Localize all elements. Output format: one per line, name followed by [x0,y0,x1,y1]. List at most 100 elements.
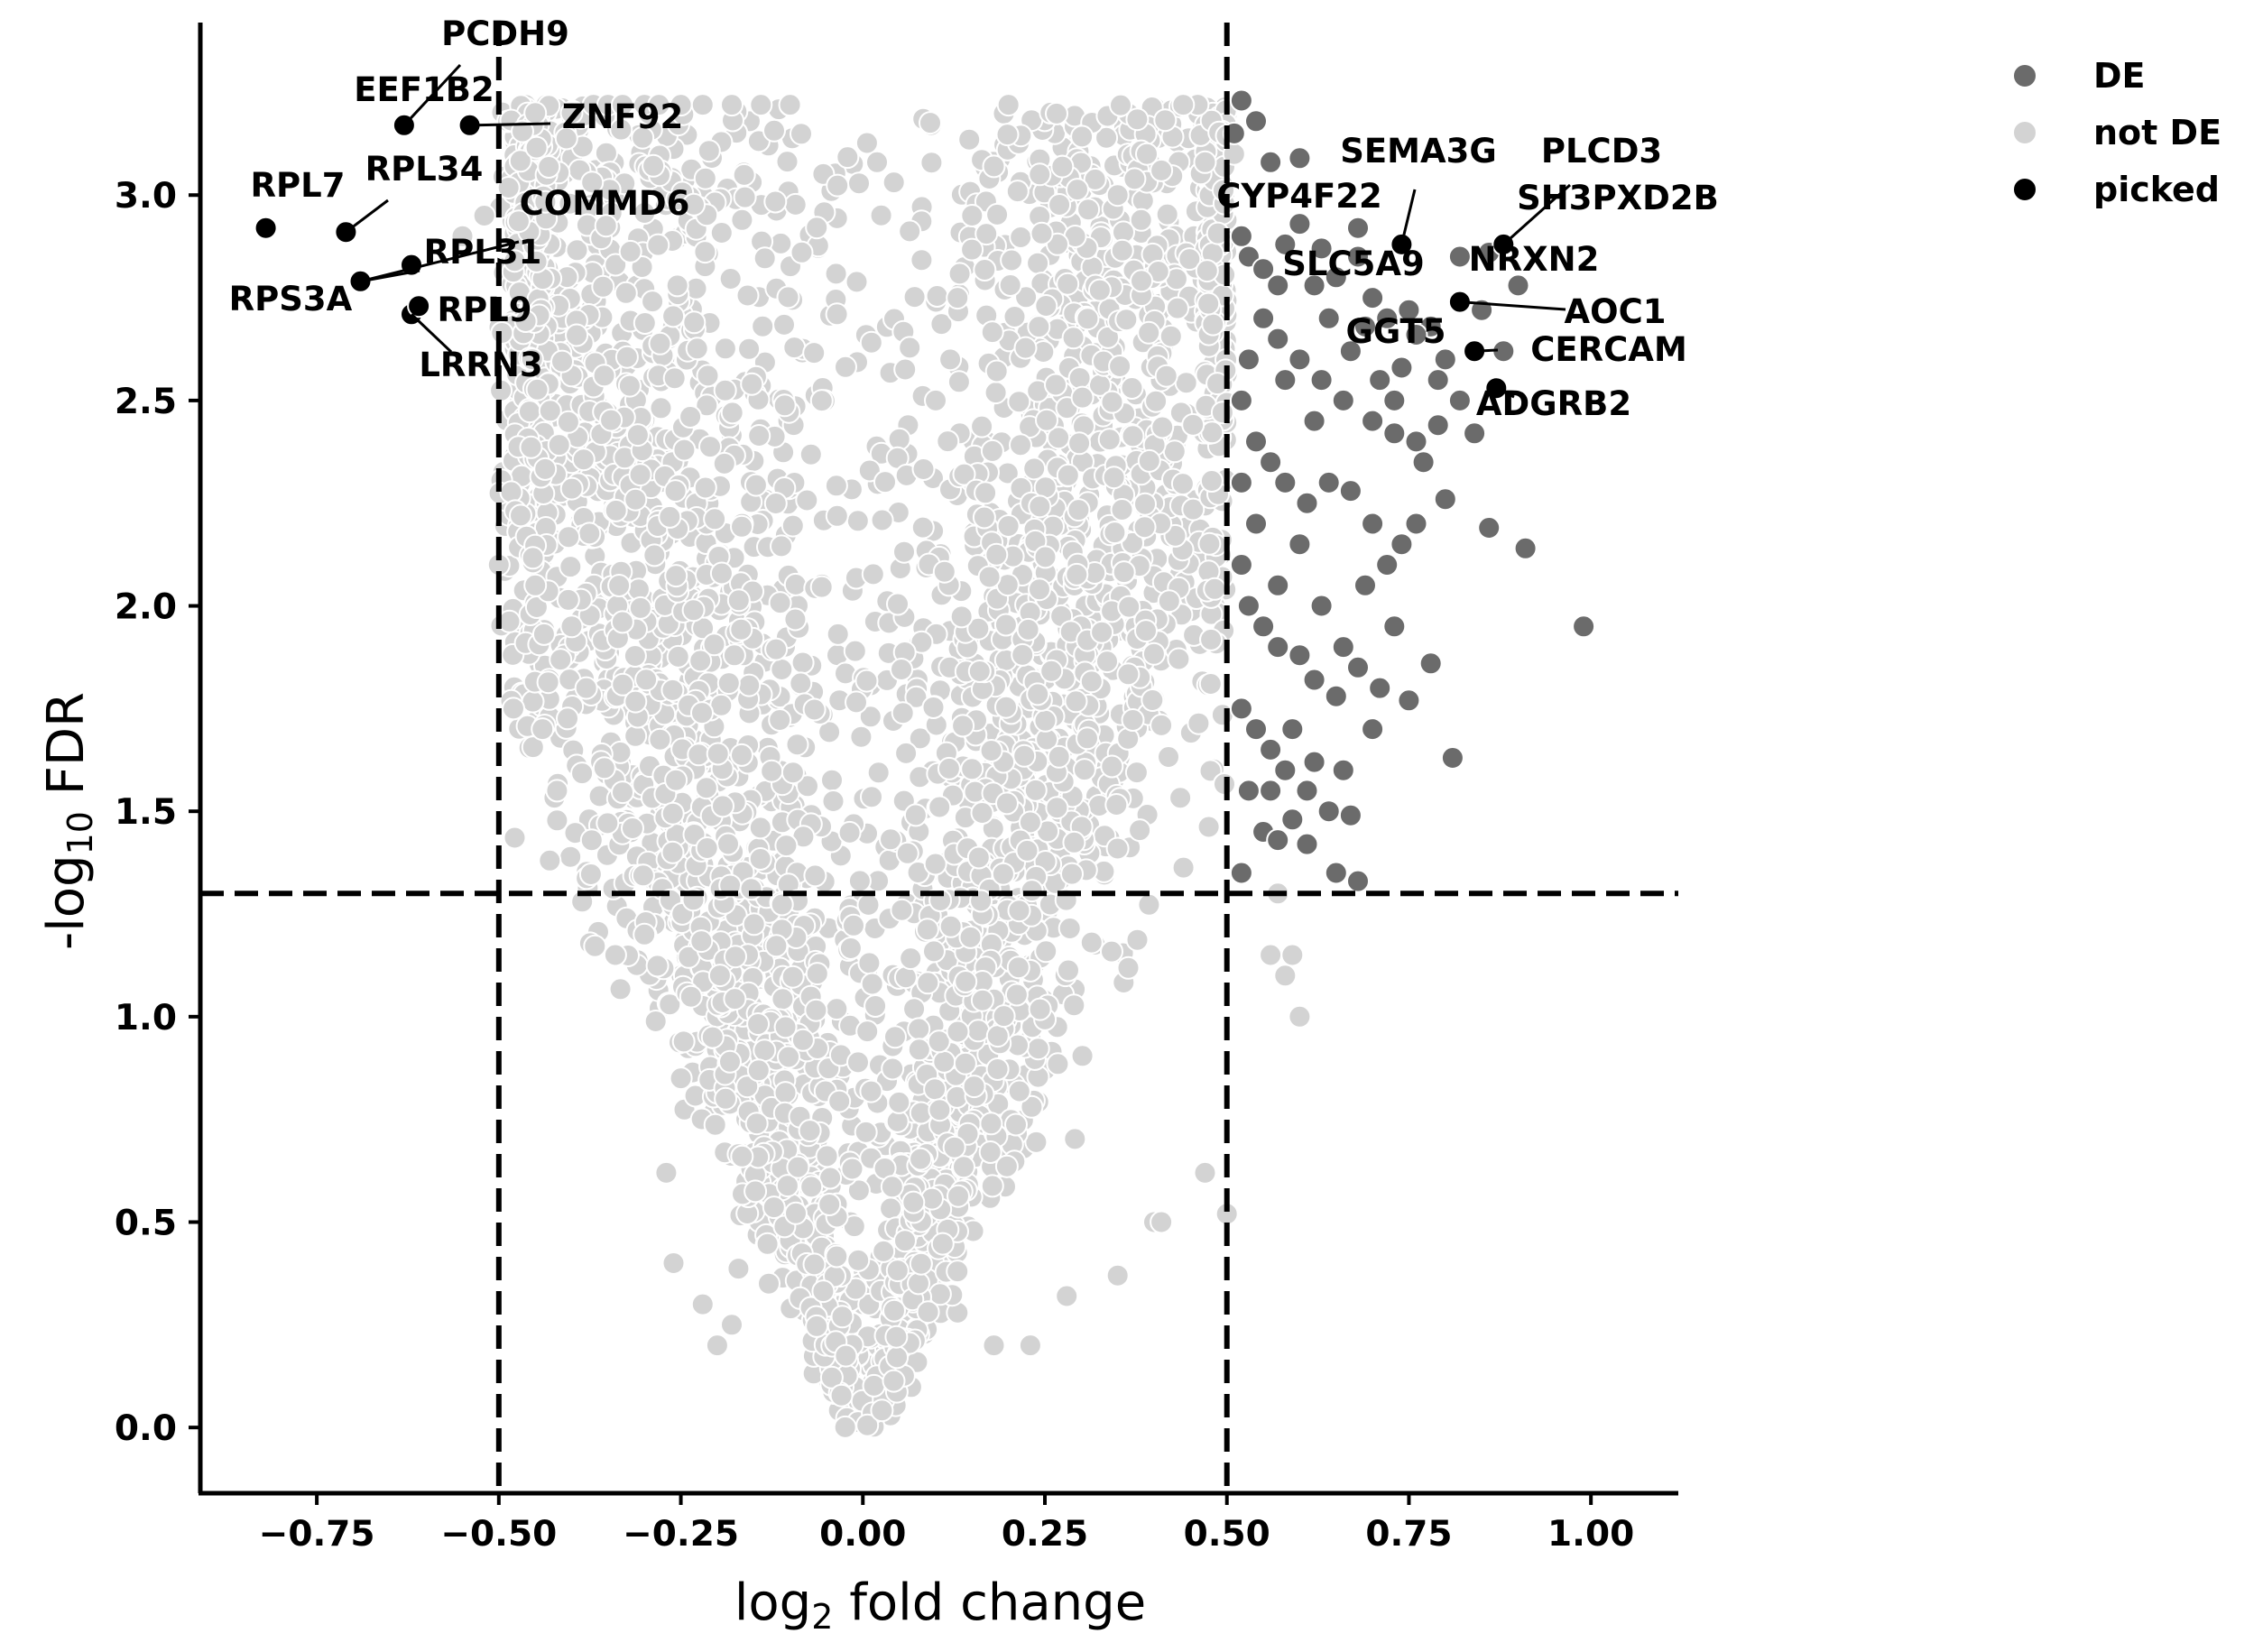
data-point-not-de [1150,415,1175,439]
data-point-not-de [1141,688,1165,712]
data-point-not-de [980,1174,1004,1198]
data-point-not-de [729,617,753,641]
data-point-not-de [1187,711,1211,735]
data-point-not-de [953,1051,977,1075]
data-point-not-de [815,1144,839,1168]
gene-label: RPL9 [438,291,532,329]
data-point-not-de [1125,928,1150,952]
data-point-not-de [947,262,972,286]
data-point-de [1324,861,1348,885]
data-point-not-de [1018,810,1042,835]
data-point-not-de [1048,193,1072,217]
data-point-not-de [855,1020,880,1044]
data-point-not-de [722,643,746,668]
data-point-not-de [521,689,545,714]
data-point-not-de [1181,497,1205,521]
data-point-de [1309,594,1334,618]
data-point-de [1463,421,1487,446]
data-point-de [1368,676,1392,700]
data-point-not-de [1135,142,1159,166]
data-point-not-de [1013,336,1038,360]
data-point-not-de [720,1313,744,1337]
data-point-de [1447,388,1472,412]
data-point-de [1309,236,1334,261]
data-point-not-de [1105,1263,1130,1287]
data-point-de [1331,635,1355,660]
data-point-not-de [784,1201,808,1225]
data-point-de [1244,109,1268,134]
data-point-not-de [658,504,682,529]
data-point-not-de [827,1089,852,1113]
data-point-de [1447,245,1472,269]
data-point-not-de [664,564,688,588]
y-axis-label: -log10 FDR [37,692,100,950]
data-point-not-de [830,1305,854,1329]
data-point-not-de [661,304,686,328]
data-point-not-de [847,869,872,893]
data-point-not-de [693,240,717,264]
data-point-de [1353,314,1377,338]
data-point-not-de [885,1345,910,1370]
data-point-not-de [947,1184,970,1208]
data-point-not-de [1033,545,1058,569]
data-point-not-de [742,912,766,937]
data-point-not-de [995,123,1020,147]
data-point-not-de [978,1140,1002,1164]
data-point-not-de [854,131,879,155]
data-point-de [1280,717,1305,742]
data-point-not-de [936,429,960,454]
data-point-not-de [538,399,562,423]
data-point-de [1266,573,1290,597]
data-point-de [1316,470,1341,494]
data-point-not-de [712,451,736,475]
data-point-not-de [947,370,971,394]
data-point-not-de [748,847,772,871]
data-point-not-de [883,1025,907,1049]
data-point-not-de [829,1383,854,1407]
data-point-not-de [746,1012,771,1036]
data-point-not-de [1105,836,1130,861]
data-point-not-de [645,954,670,978]
data-point-not-de [1109,93,1132,117]
y-tick-label: 2.5 [115,382,177,422]
data-point-not-de [865,150,889,174]
data-point-not-de [1144,389,1168,413]
data-point-not-de [703,1112,727,1137]
data-point-not-de [837,820,862,844]
data-point-not-de [970,801,994,825]
data-point-not-de [1028,577,1051,602]
data-point-not-de [1028,997,1052,1021]
data-point-not-de [1006,955,1030,980]
data-point-not-de [861,562,885,586]
data-point-not-de [559,101,584,125]
data-point-not-de [520,347,544,372]
data-point-picked [407,294,431,318]
data-point-not-de [693,475,717,500]
data-point-not-de [735,1075,760,1099]
data-point-not-de [583,934,607,958]
gene-label: RPL31 [424,233,542,272]
data-point-not-de [898,219,922,244]
x-tick-label: 0.50 [1184,1514,1270,1555]
data-point-de [1236,594,1261,618]
data-point-not-de [859,1079,883,1103]
data-point-not-de [663,479,688,503]
data-point-not-de [1157,589,1181,614]
data-point-not-de [951,714,975,738]
data-point-not-de [1181,412,1205,437]
gene-label: AOC1 [1565,292,1667,331]
data-point-not-de [591,274,615,299]
data-point-not-de [625,423,650,448]
data-point-not-de [1067,498,1091,522]
data-point-de [1404,323,1428,346]
data-point-not-de [824,474,848,498]
y-tick-label: 0.0 [115,1408,177,1449]
data-point-not-de [1070,385,1095,410]
data-point-not-de [556,410,580,434]
data-point-not-de [646,233,670,257]
data-point-de [1229,88,1253,113]
data-point-picked [254,216,278,240]
data-point-not-de [533,189,558,214]
data-point-not-de [1014,285,1039,309]
data-point-not-de [1196,815,1221,839]
